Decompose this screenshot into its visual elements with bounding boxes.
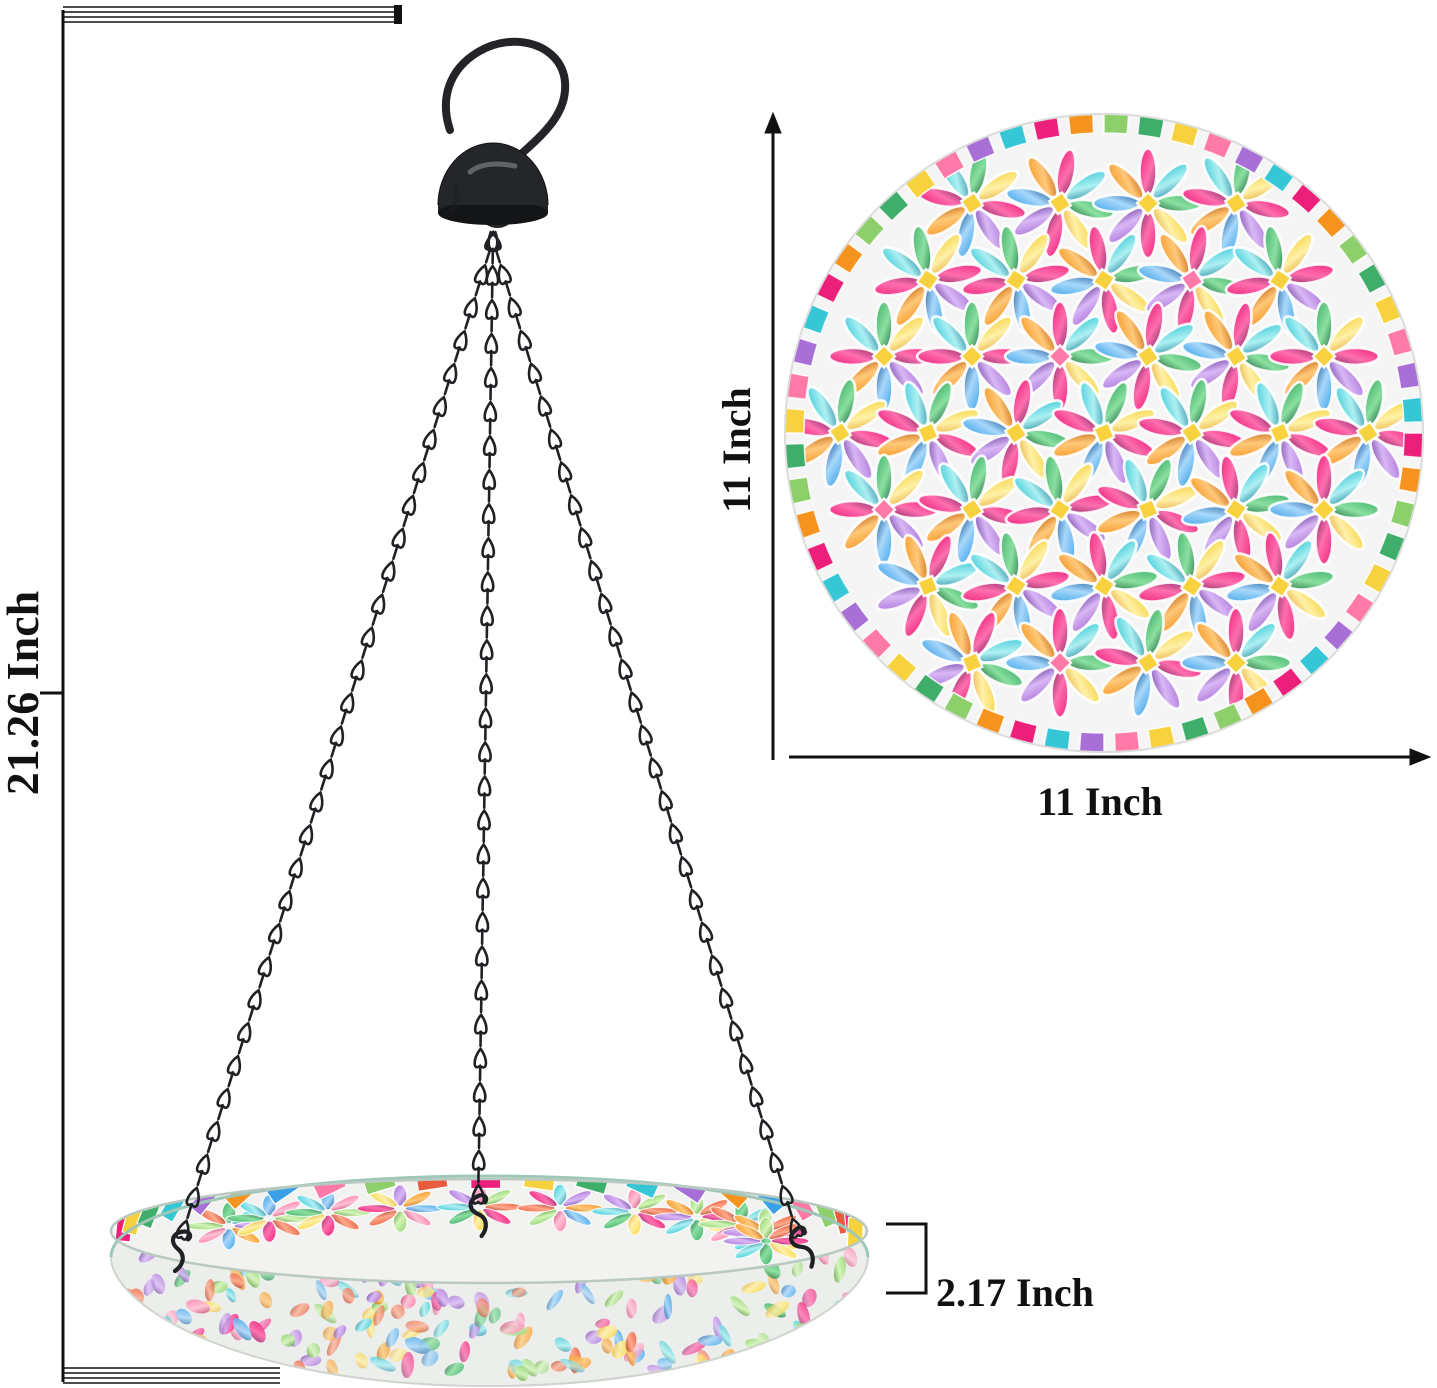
svg-text:11 Inch: 11 Inch	[1037, 779, 1163, 824]
svg-text:11 Inch: 11 Inch	[714, 387, 759, 513]
svg-text:2.17 Inch: 2.17 Inch	[936, 1270, 1094, 1315]
svg-text:21.26 Inch: 21.26 Inch	[0, 591, 48, 795]
